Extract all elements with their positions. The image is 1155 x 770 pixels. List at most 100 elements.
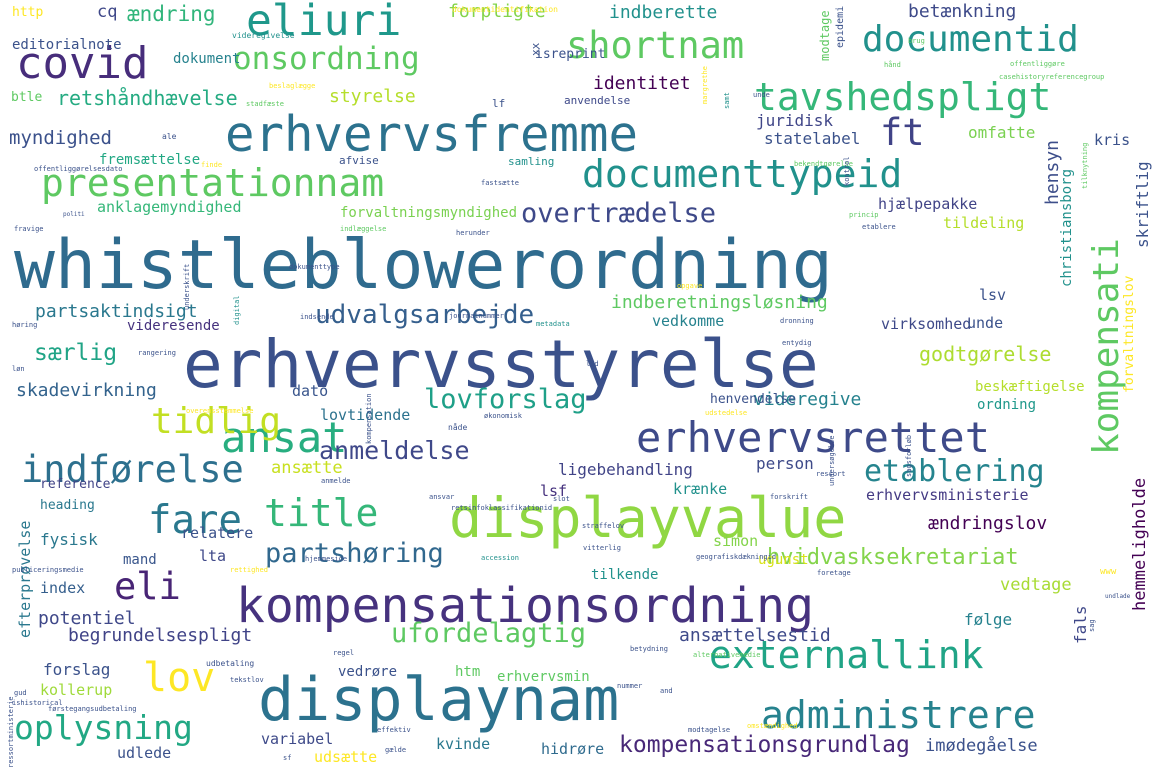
word-kollerup: kollerup (40, 681, 113, 699)
word-ale: ale (162, 132, 177, 141)
word-sagsforl-b: sagsforløb (905, 434, 913, 477)
word-l-n: løn (12, 365, 25, 373)
word-styrelse: styrelse (329, 86, 416, 107)
word-anklagemyndighed: anklagemyndighed (97, 198, 242, 216)
word-s-rlig: særlig (34, 340, 118, 366)
word-kompensationsordning: kompensationsordning (236, 578, 814, 634)
word-lsf: lsf (540, 482, 568, 500)
word-sag: sag (1088, 619, 1096, 632)
word-tavshedspligt: tavshedspligt (754, 75, 1052, 119)
word-samt: samt (723, 92, 731, 109)
word-kr-nke: krænke (673, 480, 728, 498)
word-na-de: nåde (448, 423, 468, 432)
word-kompensati: kompensati (1086, 238, 1127, 455)
word-sf: sf (283, 754, 292, 762)
word-finde: finde (201, 161, 223, 169)
word-udvalgsarbejde: udvalgsarbejde (315, 300, 535, 330)
word-vedr-re: vedrøre (338, 664, 398, 680)
word-vedtage: vedtage (1000, 575, 1072, 595)
word-lsv: lsv (979, 286, 1007, 304)
word-ansat: ansat (221, 413, 348, 462)
word-indsende: indsende (300, 313, 334, 321)
word-skadevirkning: skadevirkning (16, 380, 157, 401)
word-fasts-tte: fastsætte (481, 179, 519, 187)
word-kris: kris (1094, 131, 1131, 149)
word-vitterlig: vitterlig (583, 544, 621, 552)
word-ndringslov: ændringslov (928, 513, 1048, 534)
word-isreprint: isreprint (535, 47, 606, 62)
word-tekstlov: tekstlov (230, 676, 264, 684)
word-relatere: relatere (181, 524, 254, 542)
word-offentligg-re: offentliggøre (1010, 60, 1065, 68)
word-dronning: dronning (780, 317, 814, 325)
word-ressortministerie: ressortministerie (7, 696, 15, 768)
word-statelabel: statelabel (764, 129, 861, 148)
word-partsh-ring: partshøring (265, 538, 444, 569)
word-unde: unde (967, 314, 1004, 332)
word-dokument: dokument (173, 51, 241, 67)
word-straffelov: straffelov (582, 522, 625, 530)
word-hidr-re: hidrøre (541, 740, 605, 758)
word-im-dega-else: imødegåelse (925, 736, 1038, 756)
word-whistleblowerordning: whistleblowerordning (14, 226, 833, 305)
word-godtg-relse: godtgørelse (919, 342, 1052, 366)
word-undlade: undlade (1105, 593, 1131, 600)
word-journalnummer: journalnummer (449, 312, 504, 320)
word-displaynam: displaynam (258, 665, 620, 735)
word-rettighed: rettighed (230, 566, 268, 574)
word-f-lge: følge (964, 610, 1013, 629)
word-ans-ttelsestid: ansættelsestid (679, 625, 831, 646)
word-erhvervsrettet: erhvervsrettet (636, 413, 991, 462)
word-eli: eli (114, 565, 181, 608)
word-uds-tte: udsætte (314, 748, 378, 766)
word-ansvar: ansvar (429, 493, 455, 501)
word-forvaltningslov: forvaltningslov (1122, 275, 1137, 393)
word-erhvervsfremme: erhvervsfremme (225, 106, 639, 163)
word-alternativemedie: alternativemedie (693, 651, 761, 659)
word-externallink: externallink (709, 633, 984, 677)
word-indberette: indberette (609, 2, 718, 23)
word-hjemmeside: hjemmeside (305, 555, 348, 563)
word-lf: lf (492, 97, 506, 110)
word-virksomhed: virksomhed (881, 315, 972, 333)
word-regel: regel (333, 649, 355, 657)
word-modtage: modtage (818, 10, 832, 61)
word-afvise: afvise (339, 154, 379, 167)
word-fysisk: fysisk (40, 530, 98, 549)
word-vedkomme: vedkomme (652, 312, 725, 330)
word-begrundelsespligt: begrundelsespligt (68, 625, 253, 646)
word-forslag: forslag (43, 660, 111, 679)
word-fravige: fravige (14, 225, 44, 233)
word-underskrift: underskrift (183, 263, 191, 310)
word-onsordning: onsordning (233, 41, 420, 77)
word-etablere: etablere (862, 223, 896, 231)
word-lovforslag: lovforslag (424, 384, 587, 415)
word-rangering: rangering (138, 349, 176, 357)
word-indberetningsl-sning: indberetningsløsning (611, 292, 828, 313)
word-ft: ft (880, 111, 925, 154)
word-foretage: foretage (817, 569, 851, 577)
word-accession: accession (481, 554, 519, 562)
word-bet-nkning: betænkning (908, 1, 1017, 22)
word-oplysning: oplysning (14, 708, 193, 747)
word-ligebehandling: ligebehandling (558, 460, 693, 479)
word-effektiv: effektiv (377, 726, 411, 734)
word-dokumenttype: dokumenttype (289, 263, 340, 271)
word-displayvalue: displayvalue (449, 486, 847, 550)
word-fals: fals (1071, 605, 1090, 644)
word-ha-nd: hånd (884, 61, 901, 69)
word-skriftlig: skriftlig (1133, 161, 1152, 248)
word-brug: brug (908, 37, 925, 45)
word-myndighed: myndighed (9, 127, 112, 149)
word-margrethe: margrethe (701, 66, 709, 104)
word-http: http (12, 5, 44, 20)
word-ndring: ændring (127, 2, 216, 26)
word-lov: lov (143, 655, 216, 701)
word-fare: fare (148, 498, 242, 543)
word-digital: digital (233, 295, 241, 325)
word-besk-ftigelse: beskæftigelse (975, 379, 1085, 395)
word-partsaktindsigt: partsaktindsigt (35, 301, 198, 322)
word-identitet: identitet (593, 73, 691, 94)
word-mand: mand (123, 552, 157, 568)
word-geografiskd-kningid: geografiskdækningid (696, 553, 777, 561)
